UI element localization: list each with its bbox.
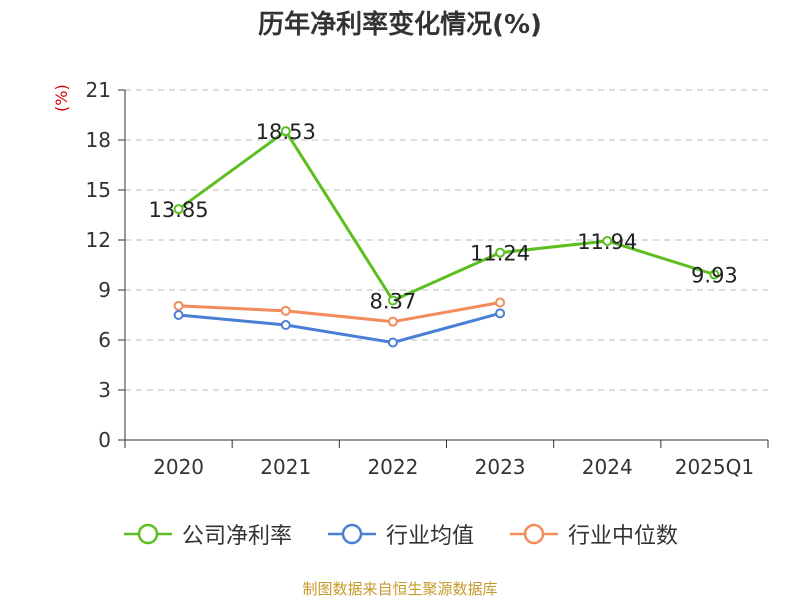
data-point (280, 320, 291, 330)
data-point (602, 236, 613, 246)
y-tick-label: 6 (98, 328, 111, 352)
data-point (387, 295, 398, 306)
y-tick-label: 12 (86, 228, 111, 252)
chart-title: 历年净利率变化情况(%) (258, 10, 542, 40)
y-tick-label: 3 (98, 378, 111, 402)
legend-label: 行业中位数 (568, 524, 679, 549)
y-tick-label: 21 (86, 78, 111, 102)
x-tick-label: 2021 (260, 455, 311, 479)
data-point (173, 300, 184, 311)
legend-label: 公司净利率 (181, 524, 292, 549)
data-point (495, 308, 506, 319)
legend-item[interactable]: 行业中位数 (508, 518, 678, 550)
x-tick-label: 2022 (367, 455, 418, 479)
data-point (280, 305, 291, 316)
data-label: 11.94 (577, 230, 637, 254)
y-tick-label: 0 (98, 428, 111, 452)
data-point (280, 126, 291, 137)
legend-item[interactable]: 行业均值 (326, 518, 474, 550)
data-label: 9.93 (691, 264, 738, 288)
legend: 公司净利率 行业均值 行业中位数 (0, 518, 800, 550)
series-line (178, 311, 501, 344)
data-point (387, 337, 398, 348)
data-label: 18.53 (256, 120, 316, 144)
data-point (173, 204, 184, 215)
legend-label: 行业均值 (385, 524, 474, 549)
data-point (495, 247, 506, 258)
legend-marker-icon (510, 523, 558, 545)
legend-marker-icon (123, 523, 172, 545)
x-tick-label: 2023 (475, 455, 526, 479)
data-point (173, 310, 184, 320)
y-tick-label: 15 (86, 178, 111, 202)
x-tick-label: 2025Q1 (675, 455, 754, 479)
data-label: 11.24 (470, 242, 530, 266)
data-label: 8.37 (370, 290, 417, 314)
source-footer: 制图数据来自恒生聚源数据库 (302, 580, 498, 598)
x-tick-label: 2020 (153, 455, 204, 479)
data-label: 13.85 (149, 198, 209, 222)
data-point (709, 269, 720, 280)
series-line (178, 301, 501, 324)
data-point (495, 297, 506, 308)
data-point (387, 316, 398, 327)
legend-item[interactable]: 公司净利率 (122, 518, 292, 550)
x-tick-label: 2024 (582, 455, 633, 479)
y-tick-label: 18 (86, 128, 111, 152)
series-line (177, 129, 715, 302)
legend-marker-icon (327, 523, 376, 545)
y-tick-label: 9 (98, 278, 111, 302)
